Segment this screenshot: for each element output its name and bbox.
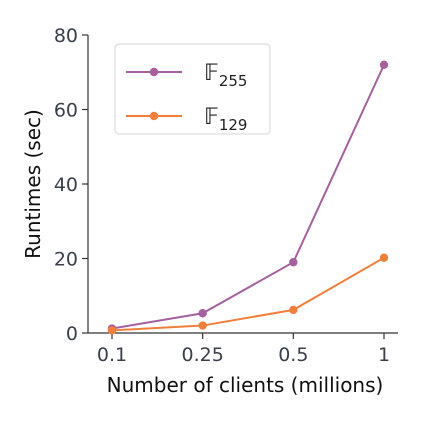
legend-marker-F129 (149, 111, 159, 121)
y-tick-label: 0 (66, 323, 78, 345)
x-tick-label: 1 (378, 344, 390, 366)
series-line-F129 (111, 256, 385, 332)
legend-label-field-symbol: 𝔽 (204, 61, 219, 86)
series-layer (107, 60, 389, 335)
legend-label-subscript: 255 (219, 72, 248, 90)
y-tick-label: 80 (54, 25, 78, 47)
legend-label-F255: 𝔽255 (204, 61, 247, 90)
legend-label-subscript: 129 (219, 116, 248, 134)
data-point-F255 (289, 258, 298, 267)
y-axis-title: Runtimes (sec) (21, 109, 45, 259)
x-ticks: 0.1 0.25 0.5 1 (97, 333, 390, 366)
x-tick-label: 0.5 (278, 344, 308, 366)
data-point-F129 (198, 321, 207, 330)
data-point-F255 (379, 60, 389, 69)
y-tick-label: 40 (54, 174, 78, 196)
y-tick-label: 20 (54, 249, 78, 271)
data-point-F129 (107, 326, 117, 335)
series-F129 (107, 253, 389, 335)
y-tick-label: 60 (54, 100, 78, 122)
y-ticks: 0 20 40 60 80 (54, 25, 88, 345)
data-point-F129 (289, 305, 298, 315)
x-tick-label: 0.1 (97, 344, 127, 366)
legend-label-F129: 𝔽129 (204, 105, 247, 134)
x-axis-title: Number of clients (millions) (107, 373, 384, 397)
series-line-F255 (111, 64, 385, 330)
x-tick-label: 0.25 (182, 344, 224, 366)
data-point-F255 (198, 309, 207, 318)
legend-box (114, 43, 271, 135)
legend-marker-F255 (149, 67, 159, 77)
legend-label-field-symbol: 𝔽 (204, 105, 219, 130)
data-point-F129 (379, 253, 389, 262)
